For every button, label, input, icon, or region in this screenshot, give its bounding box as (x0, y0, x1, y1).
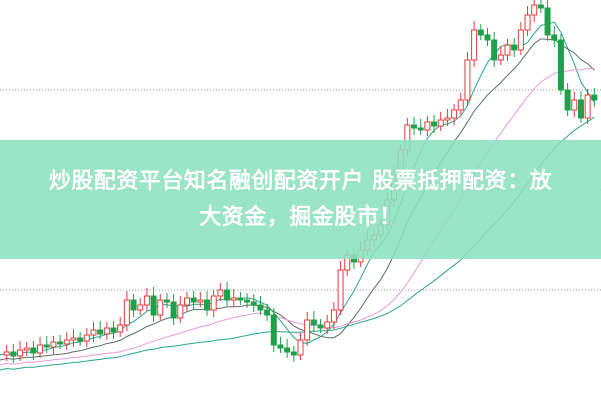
candle-down (290, 346, 297, 362)
candle-up (37, 337, 44, 358)
candle-down (511, 38, 518, 57)
candle-up (584, 89, 591, 124)
headline-line-2: 大资金，掘金股市！ (199, 204, 402, 230)
candle-up (23, 342, 30, 356)
candle-up (17, 341, 24, 361)
candle-down (110, 321, 117, 339)
candle-down (537, 0, 544, 13)
candle-up (297, 333, 304, 360)
candle-up (183, 292, 190, 311)
candle-down (97, 321, 104, 339)
candle-up (437, 112, 444, 131)
candle-up (103, 322, 110, 340)
candle-down (77, 332, 84, 346)
candle-down (477, 24, 484, 40)
headline-banner: 炒股配资平台知名融创配资开户 股票抵押配资：放 大资金，掘金股市！ (0, 140, 601, 259)
candle-up (337, 261, 344, 315)
candle-down (244, 293, 251, 308)
candle-up (50, 336, 57, 354)
candle-down (491, 32, 498, 67)
candle-up (157, 294, 164, 320)
candle-down (277, 337, 284, 353)
candle-down (257, 296, 264, 315)
candle-up (117, 317, 124, 337)
candle-up (83, 328, 90, 347)
candle-down (270, 308, 277, 352)
candle-down (204, 291, 211, 316)
candle-down (170, 294, 177, 325)
candle-up (3, 345, 10, 361)
candle-down (224, 282, 231, 306)
candle-up (90, 322, 97, 342)
candle-up (571, 92, 578, 117)
candle-up (217, 283, 224, 301)
candle-down (264, 304, 271, 321)
candle-up (63, 332, 70, 350)
candle-up (457, 93, 464, 115)
candle-up (497, 46, 504, 65)
candle-up (123, 291, 130, 331)
candle-up (504, 39, 511, 61)
candle-down (43, 336, 50, 353)
candle-down (10, 344, 17, 363)
candle-down (557, 34, 564, 95)
candle-down (564, 83, 571, 116)
candle-up (324, 315, 331, 334)
candle-down (310, 311, 317, 332)
candle-down (577, 91, 584, 123)
candle-down (250, 294, 257, 312)
candle-up (143, 288, 150, 311)
candle-down (431, 115, 438, 133)
candle-up (524, 6, 531, 36)
candle-up (230, 289, 237, 307)
candle-up (424, 116, 431, 136)
candle-up (330, 302, 337, 329)
candle-down (237, 292, 244, 305)
candle-down (284, 339, 291, 358)
candle-up (471, 21, 478, 67)
candle-down (190, 291, 197, 309)
candle-down (411, 117, 418, 135)
candle-up (197, 292, 204, 307)
candle-down (544, 0, 551, 41)
candle-down (163, 293, 170, 308)
candle-down (57, 335, 64, 349)
candle-up (177, 296, 184, 323)
candle-up (451, 104, 458, 125)
candle-up (304, 312, 311, 346)
candle-down (551, 26, 558, 47)
candle-down (417, 119, 424, 135)
candle-down (130, 294, 137, 317)
candle-up (70, 329, 77, 347)
candle-down (317, 319, 324, 333)
candle-down (591, 88, 598, 107)
candle-down (30, 341, 37, 360)
candle-up (531, 0, 538, 22)
ma-line-medium (0, 38, 595, 361)
candle-up (444, 109, 451, 126)
candle-down (484, 28, 491, 46)
candle-down (150, 287, 157, 322)
candle-up (137, 298, 144, 315)
candle-up (517, 22, 524, 55)
candle-up (210, 290, 217, 317)
headline-line-1: 炒股配资平台知名融创配资开户 股票抵押配资：放 (48, 168, 553, 194)
candle-up (464, 52, 471, 106)
